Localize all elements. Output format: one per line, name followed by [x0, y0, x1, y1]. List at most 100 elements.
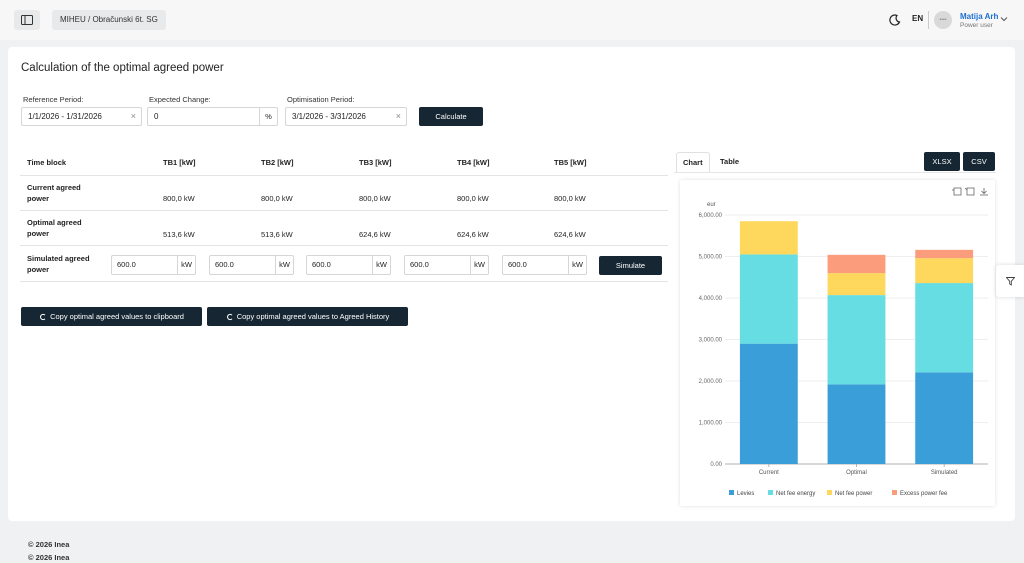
optimisation-period-input[interactable]: 3/1/2026 - 3/31/2026 ×: [285, 107, 407, 126]
simulated-tb5-value: 600.0: [508, 260, 527, 269]
language-selector[interactable]: EN: [912, 14, 924, 23]
tab-table[interactable]: Table: [720, 157, 740, 166]
calculate-button[interactable]: Calculate: [419, 107, 483, 126]
copy-history-button[interactable]: Copy optimal agreed values to Agreed His…: [207, 307, 408, 326]
header-tb3: TB3 [kW]: [359, 158, 392, 167]
dark-mode-icon[interactable]: [888, 13, 902, 27]
y-tick-label: 2,000.00: [699, 379, 723, 385]
kw-unit: kW: [470, 256, 488, 274]
y-tick-label: 6,000.00: [699, 213, 723, 219]
simulated-tb2-input[interactable]: 600.0 kW: [209, 255, 294, 275]
cell-optimal-tb3: 624,6 kW: [359, 230, 391, 239]
cell-current-tb3: 800,0 kW: [359, 194, 391, 203]
footer-copyright: © 2026 Inea: [28, 553, 70, 562]
xlsx-button[interactable]: XLSX: [924, 152, 960, 171]
bar-segment: [739, 221, 798, 255]
reference-period-input[interactable]: 1/1/2026 - 1/31/2026 ×: [21, 107, 142, 126]
x-tick-label: Optimal: [846, 470, 867, 476]
legend-entry: Excess power fee: [900, 491, 948, 497]
clear-optimisation-icon[interactable]: ×: [395, 111, 401, 121]
copy-icon: [40, 313, 46, 320]
zoom-reset-icon[interactable]: [964, 187, 975, 196]
bar-segment: [915, 249, 974, 259]
zoom-icon[interactable]: [952, 187, 962, 196]
sidebar-icon: [21, 15, 33, 25]
user-name[interactable]: Matija Arh: [960, 12, 999, 21]
bar-segment: [827, 295, 886, 385]
reference-period-value: 1/1/2026 - 1/31/2026: [28, 112, 102, 121]
divider: [928, 11, 929, 29]
chevron-down-icon[interactable]: [1000, 15, 1008, 23]
cell-optimal-tb5: 624,6 kW: [554, 230, 586, 239]
sidebar-toggle-button[interactable]: [14, 10, 40, 30]
legend-entry: Net fee power: [835, 491, 872, 497]
row-divider: [20, 245, 668, 246]
tabs-divider: [674, 172, 996, 173]
legend-swatch: [768, 490, 773, 495]
reference-period-label: Reference Period:: [23, 95, 84, 104]
bar-segment: [915, 258, 974, 284]
bar-segment: [739, 343, 798, 464]
y-tick-label: 5,000.00: [699, 255, 723, 261]
header-tb2: TB2 [kW]: [261, 158, 294, 167]
optimisation-period-value: 3/1/2026 - 3/31/2026: [292, 112, 366, 121]
copy-history-label: Copy optimal agreed values to Agreed His…: [236, 312, 390, 321]
optimisation-period-label: Optimisation Period:: [287, 95, 355, 104]
simulated-tb2-value: 600.0: [215, 260, 234, 269]
row-label-optimal: Optimal agreed power: [27, 218, 82, 238]
legend-swatch: [892, 490, 897, 495]
cell-optimal-tb1: 513,6 kW: [163, 230, 195, 239]
simulated-tb3-input[interactable]: 600.0 kW: [306, 255, 391, 275]
copy-icon: [226, 313, 233, 320]
simulated-tb1-input[interactable]: 600.0 kW: [111, 255, 196, 275]
copy-clipboard-label: Copy optimal agreed values to clipboard: [50, 312, 184, 321]
chart-toolbox: [952, 187, 988, 196]
x-tick-label: Simulated: [931, 470, 958, 476]
cell-optimal-tb4: 624,6 kW: [457, 230, 489, 239]
simulate-button[interactable]: Simulate: [599, 256, 662, 275]
kw-unit: kW: [177, 256, 195, 274]
bar-segment: [827, 273, 886, 296]
download-icon[interactable]: [980, 188, 988, 196]
legend-swatch: [827, 490, 832, 495]
bar-segment: [827, 384, 886, 464]
avatar[interactable]: ••••: [934, 11, 952, 29]
breadcrumb[interactable]: MIHEU / Obračunski 6t. SG: [52, 10, 166, 30]
x-tick-label: Current: [759, 470, 779, 476]
header-time-block: Time block: [27, 158, 67, 167]
chart-panel: eur 0.00 1,000.00 2,000.00 3,000.00 4,000.00…: [680, 180, 995, 506]
copy-clipboard-button[interactable]: Copy optimal agreed values to clipboard: [21, 307, 202, 326]
row-divider: [20, 281, 668, 282]
expected-change-label: Expected Change:: [149, 95, 211, 104]
y-tick-label: 3,000.00: [699, 338, 723, 344]
cell-current-tb1: 800,0 kW: [163, 194, 195, 203]
csv-button[interactable]: CSV: [963, 152, 995, 171]
clear-reference-icon[interactable]: ×: [130, 111, 136, 121]
filter-button[interactable]: [996, 265, 1024, 297]
filter-icon: [1005, 276, 1015, 286]
row-divider: [20, 210, 668, 211]
y-tick-label: 4,000.00: [699, 296, 723, 302]
bar-segment: [827, 254, 886, 274]
header-tb1: TB1 [kW]: [163, 158, 196, 167]
footer-copyright: © 2026 Inea: [28, 540, 70, 549]
y-axis-label: eur: [707, 202, 716, 208]
stacked-bar-chart: eur 0.00 1,000.00 2,000.00 3,000.00 4,000.00…: [699, 187, 988, 497]
simulated-tb4-value: 600.0: [410, 260, 429, 269]
y-tick-label: 1,000.00: [699, 421, 723, 427]
tab-chart[interactable]: Chart: [676, 152, 710, 172]
expected-change-input[interactable]: 0 %: [147, 107, 278, 126]
header-tb5: TB5 [kW]: [554, 158, 587, 167]
simulated-tb4-input[interactable]: 600.0 kW: [404, 255, 489, 275]
y-tick-label: 0.00: [710, 462, 722, 468]
simulated-tb1-value: 600.0: [117, 260, 136, 269]
bar-segment: [739, 254, 798, 344]
row-divider: [20, 175, 668, 176]
header-tb4: TB4 [kW]: [457, 158, 490, 167]
cell-optimal-tb2: 513,6 kW: [261, 230, 293, 239]
cell-current-tb5: 800,0 kW: [554, 194, 586, 203]
legend-entry: Net fee energy: [776, 491, 815, 497]
kw-unit: kW: [568, 256, 586, 274]
cell-current-tb2: 800,0 kW: [261, 194, 293, 203]
simulated-tb5-input[interactable]: 600.0 kW: [502, 255, 587, 275]
